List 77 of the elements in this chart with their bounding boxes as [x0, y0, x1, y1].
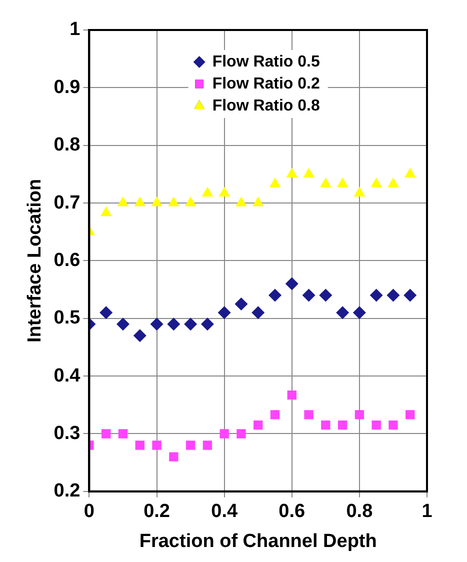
point	[254, 420, 263, 430]
point	[270, 410, 280, 420]
point	[167, 318, 180, 331]
point	[354, 410, 364, 420]
x-tick-label: 0.6	[278, 501, 306, 522]
y-tick-label: 0.3	[54, 422, 80, 444]
point	[236, 429, 246, 438]
point	[386, 288, 400, 302]
x-axis-title: Fraction of Channel Depth	[139, 530, 377, 552]
point	[304, 410, 314, 420]
point	[303, 168, 314, 178]
point	[354, 186, 366, 196]
legend-label: Flow Ratio 0.5	[212, 53, 320, 70]
point	[220, 429, 229, 438]
point	[184, 196, 196, 206]
point	[135, 440, 144, 450]
y-tick-label: 0.5	[54, 308, 81, 329]
point	[100, 206, 112, 216]
point	[285, 277, 298, 290]
point	[370, 177, 382, 188]
point	[200, 318, 214, 331]
point	[404, 168, 416, 178]
point	[388, 177, 399, 188]
point	[234, 297, 248, 310]
point	[184, 318, 198, 331]
point	[352, 306, 366, 320]
point	[320, 177, 332, 188]
point	[218, 186, 230, 196]
point	[252, 306, 265, 320]
y-tick-label: 0.9	[54, 76, 80, 98]
point	[338, 420, 348, 430]
point	[336, 177, 348, 188]
point	[321, 420, 330, 430]
point	[236, 196, 247, 206]
y-axis-title: Interface Location	[24, 178, 46, 343]
y-tick-label: 0.4	[54, 365, 81, 386]
x-tick-label: 0.2	[144, 501, 170, 522]
point	[268, 288, 282, 302]
point	[133, 329, 146, 342]
y-tick-label: 1	[70, 19, 81, 40]
point	[404, 288, 417, 302]
point	[168, 196, 180, 206]
x-tick-label: 0.8	[346, 501, 373, 522]
point	[169, 452, 178, 462]
point	[186, 440, 196, 450]
point	[252, 196, 264, 206]
point	[118, 429, 128, 438]
point	[151, 196, 162, 206]
point	[286, 168, 298, 178]
y-tick-label: 0.8	[54, 134, 80, 156]
point	[269, 177, 281, 188]
point	[406, 410, 415, 420]
point	[152, 440, 162, 450]
point	[336, 306, 350, 320]
point	[372, 420, 381, 430]
point	[202, 440, 212, 450]
x-tick-label: 0	[84, 501, 94, 522]
legend-label: Flow Ratio 0.2	[212, 75, 320, 92]
point	[202, 186, 214, 196]
point	[117, 196, 129, 206]
x-tick-label: 1	[422, 501, 433, 522]
point	[102, 429, 111, 438]
point	[150, 318, 164, 331]
point	[134, 196, 146, 206]
point	[370, 288, 383, 302]
y-tick-label: 0.6	[54, 250, 80, 271]
point	[302, 288, 316, 302]
y-tick-label: 0.7	[54, 192, 80, 214]
point	[287, 390, 296, 400]
x-tick-label: 0.4	[211, 501, 238, 522]
point	[319, 288, 332, 302]
point	[388, 420, 398, 430]
point	[218, 306, 231, 320]
legend-label: Flow Ratio 0.8	[212, 97, 320, 114]
point	[116, 318, 130, 331]
y-tick-label: 0.2	[54, 480, 80, 502]
point	[100, 306, 113, 320]
